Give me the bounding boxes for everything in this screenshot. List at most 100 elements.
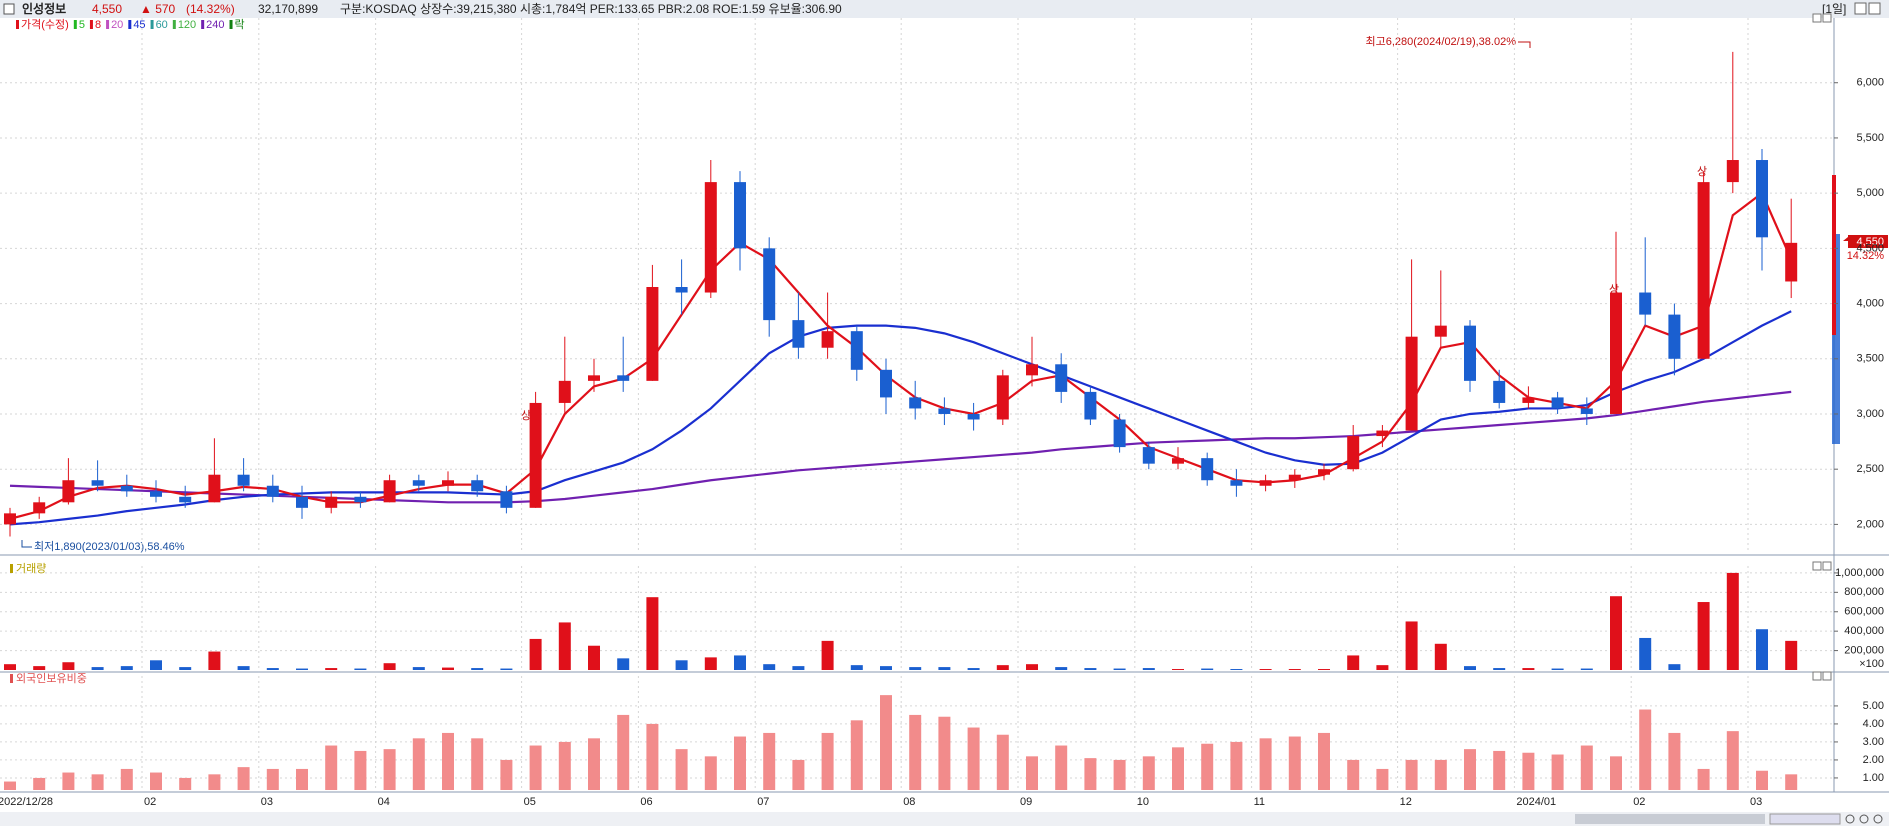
bar	[850, 720, 863, 790]
panel-title: 외국인보유비중	[16, 672, 87, 685]
candle-body	[208, 474, 221, 503]
bar	[412, 738, 425, 790]
bar	[208, 651, 221, 670]
y-tick-label: 6,000	[1856, 77, 1884, 89]
bar	[850, 665, 863, 670]
panel-button[interactable]	[1812, 561, 1822, 571]
header-bar	[0, 0, 1889, 18]
x-tick-label: 10	[1137, 796, 1149, 808]
x-tick-label: 05	[524, 796, 536, 808]
candle-body	[4, 513, 16, 525]
zoom-in[interactable]	[1845, 814, 1855, 824]
bar	[91, 774, 104, 790]
bar	[237, 767, 250, 790]
period: [1일]	[1822, 2, 1846, 16]
bar	[675, 749, 688, 790]
candle-body	[91, 480, 104, 486]
annotation-arrow	[1518, 41, 1531, 48]
x-tick-label: 08	[903, 796, 915, 808]
panel-button[interactable]	[1812, 671, 1822, 681]
panel-button[interactable]	[1812, 13, 1822, 23]
bar	[1201, 743, 1214, 790]
x-tick-label: 03	[261, 796, 273, 808]
panel-button[interactable]	[1822, 561, 1832, 571]
bar	[1026, 756, 1038, 790]
candle-body	[179, 496, 192, 503]
candle-body	[1551, 397, 1564, 409]
bar	[1055, 667, 1068, 670]
bar	[1785, 774, 1798, 790]
zoom-out[interactable]	[1859, 814, 1869, 824]
x-tick-label: 02	[144, 796, 156, 808]
legend-label: 가격(수정)	[21, 18, 69, 31]
candle-body	[296, 496, 308, 508]
bar	[150, 772, 162, 790]
bar	[1434, 759, 1447, 790]
panel-button[interactable]	[1822, 671, 1832, 681]
bar	[500, 668, 513, 670]
candle-body	[33, 502, 46, 514]
bar	[1580, 668, 1593, 670]
bar	[471, 668, 484, 670]
candle-body	[471, 480, 484, 492]
bar	[646, 597, 659, 670]
candle-body	[821, 331, 834, 348]
button[interactable]	[1854, 2, 1867, 15]
x-tick-label: 07	[757, 796, 769, 808]
bar	[646, 723, 659, 790]
y-tick-label: 3,000	[1856, 408, 1884, 420]
candle-body	[734, 182, 746, 249]
candle-body	[237, 474, 250, 486]
candle-body	[588, 375, 600, 381]
candle-body	[850, 331, 863, 370]
candle-body	[1376, 430, 1389, 437]
legend-label: 락	[235, 18, 245, 31]
bar	[1522, 668, 1535, 670]
legend-label: 45	[133, 19, 145, 31]
candle-body	[325, 496, 338, 508]
bar	[500, 759, 513, 790]
bar	[1288, 669, 1301, 670]
bar	[558, 622, 571, 670]
bar	[1288, 736, 1301, 790]
checkbox[interactable]	[3, 3, 15, 15]
bar	[617, 714, 630, 790]
range-bar	[1832, 234, 1840, 444]
stock-info: 구분:KOSDAQ 상장수:39,215,380 시총:1,784억 PER:1…	[340, 2, 842, 16]
bar	[880, 695, 892, 790]
bar	[529, 638, 542, 670]
bar	[208, 774, 221, 790]
candle-body	[704, 182, 717, 293]
y-tick-label: 2.00	[1863, 754, 1884, 766]
bar	[354, 668, 367, 670]
bar	[442, 732, 454, 790]
candle-body	[938, 408, 951, 414]
zoom-reset[interactable]	[1873, 814, 1883, 824]
bar	[179, 777, 192, 790]
candle-body	[1405, 336, 1418, 431]
candle-body	[150, 491, 162, 497]
legend-swatch	[10, 674, 13, 683]
bar	[1785, 640, 1798, 670]
candle-body	[1113, 419, 1126, 448]
bar	[821, 732, 834, 790]
bar	[33, 666, 46, 670]
legend-swatch	[10, 564, 13, 573]
candle-body	[1726, 160, 1739, 183]
x-tick-label: 04	[378, 796, 390, 808]
scroll-thumb[interactable]	[1575, 814, 1765, 824]
change-pct: (14.32%)	[186, 2, 235, 16]
panel-button[interactable]	[1822, 13, 1832, 23]
button[interactable]	[1868, 2, 1881, 15]
candle-body	[354, 496, 367, 503]
panel-title: 거래량	[16, 562, 46, 575]
candle-body	[1434, 325, 1447, 337]
bar	[1756, 770, 1768, 790]
zoom-slider[interactable]	[1769, 813, 1841, 825]
bar	[4, 781, 16, 790]
bar	[529, 745, 542, 790]
y-tick-label: 4.00	[1863, 718, 1884, 730]
candle-body	[120, 485, 133, 492]
bar	[617, 658, 630, 670]
